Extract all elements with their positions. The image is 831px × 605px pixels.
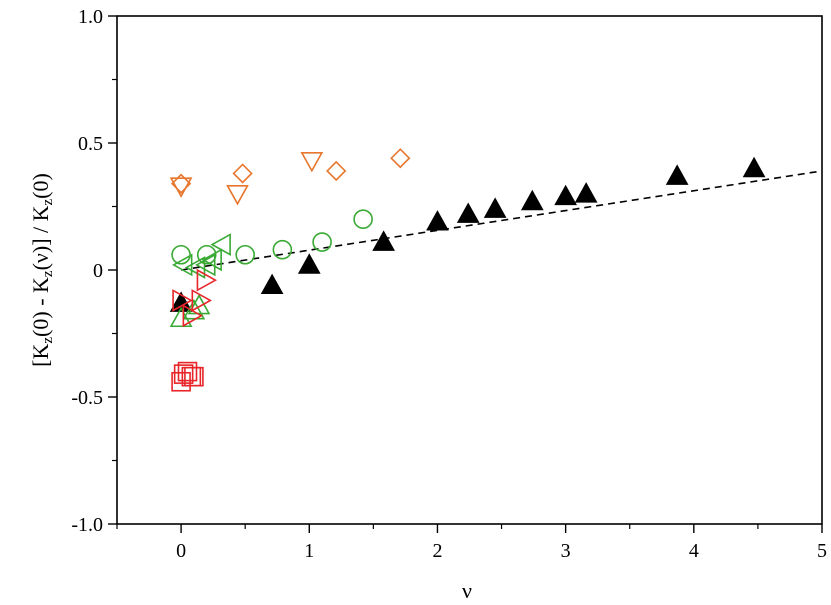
- data-points: [169, 148, 766, 392]
- y-axis-label: [Kz(0) - Kz(ν)] / Kz(0): [28, 173, 56, 367]
- x-tick-label: 1: [304, 540, 314, 562]
- axis-ticks: [108, 15, 823, 533]
- filled-triangle-up-point: [426, 210, 449, 231]
- axis-tick-labels: 0 1 2 3 4 5 -1.0 -0.5 0 0.5 1.0: [71, 6, 827, 562]
- fit-line-layer: [180, 170, 823, 271]
- x-tick-label: 3: [561, 540, 571, 562]
- open-triangle-right-point: [191, 289, 212, 312]
- open-diamond-point: [232, 163, 253, 184]
- filled-triangle-up-point: [574, 182, 598, 203]
- open-square-point: [177, 361, 198, 382]
- open-triangle-down-point: [300, 151, 324, 173]
- y-label-subscript: z: [40, 337, 56, 344]
- x-axis-label: ν: [462, 578, 472, 603]
- x-tick-label: 2: [432, 540, 442, 562]
- x-tick-label: 4: [689, 540, 699, 562]
- open-circle-point: [312, 232, 332, 252]
- open-circle-point: [353, 209, 373, 229]
- y-label-part: (0) - K: [28, 277, 53, 337]
- filled-triangle-up-point: [372, 230, 395, 251]
- filled-triangle-up-point: [483, 197, 507, 218]
- open-diamond-point: [326, 160, 347, 182]
- open-square-point: [171, 371, 191, 392]
- x-tick-label: 5: [817, 540, 827, 562]
- open-circle-point: [272, 239, 293, 260]
- filled-triangle-up-point: [665, 164, 689, 185]
- open-circle-point: [196, 244, 217, 265]
- filled-triangle-up-point: [456, 202, 480, 223]
- y-tick-label: -1.0: [71, 514, 103, 536]
- plot-frame: [116, 15, 823, 525]
- open-triangle-left-point: [210, 233, 231, 256]
- filled-triangle-up-point: [742, 156, 766, 178]
- y-tick-label: -0.5: [71, 387, 103, 409]
- open-square-point: [173, 364, 194, 384]
- filled-triangle-up-point: [260, 273, 284, 295]
- y-label-subscript: z: [40, 270, 56, 277]
- filled-triangle-up-point: [554, 184, 577, 206]
- open-triangle-left-point: [195, 253, 216, 277]
- open-triangle-right-point: [196, 268, 218, 292]
- open-circle-point: [171, 244, 191, 265]
- y-label-part: [K: [28, 344, 53, 367]
- x-tick-label: 0: [176, 540, 186, 562]
- open-triangle-down-point: [169, 177, 193, 198]
- open-diamond-point: [390, 148, 411, 169]
- open-circle-point: [235, 244, 255, 265]
- filled-triangle-up-point: [520, 189, 544, 211]
- filled-triangle-up-point: [297, 253, 321, 274]
- y-tick-label: 0.5: [78, 133, 103, 155]
- open-triangle-up-point: [169, 306, 193, 328]
- y-label-part: (0): [28, 173, 53, 199]
- y-tick-label: 0: [93, 260, 103, 282]
- open-triangle-down-point: [226, 185, 249, 206]
- y-label-part: (ν)] / K: [28, 205, 53, 270]
- y-tick-label: 1.0: [78, 6, 103, 28]
- open-triangle-right-point: [172, 289, 193, 312]
- dashed-fit-line: [180, 170, 823, 271]
- open-triangle-left-point: [201, 248, 222, 272]
- open-triangle-left-point: [184, 256, 206, 279]
- plot-border: [116, 15, 823, 525]
- y-label-subscript: z: [40, 198, 56, 205]
- open-diamond-point: [170, 173, 192, 194]
- open-square-point: [184, 366, 204, 387]
